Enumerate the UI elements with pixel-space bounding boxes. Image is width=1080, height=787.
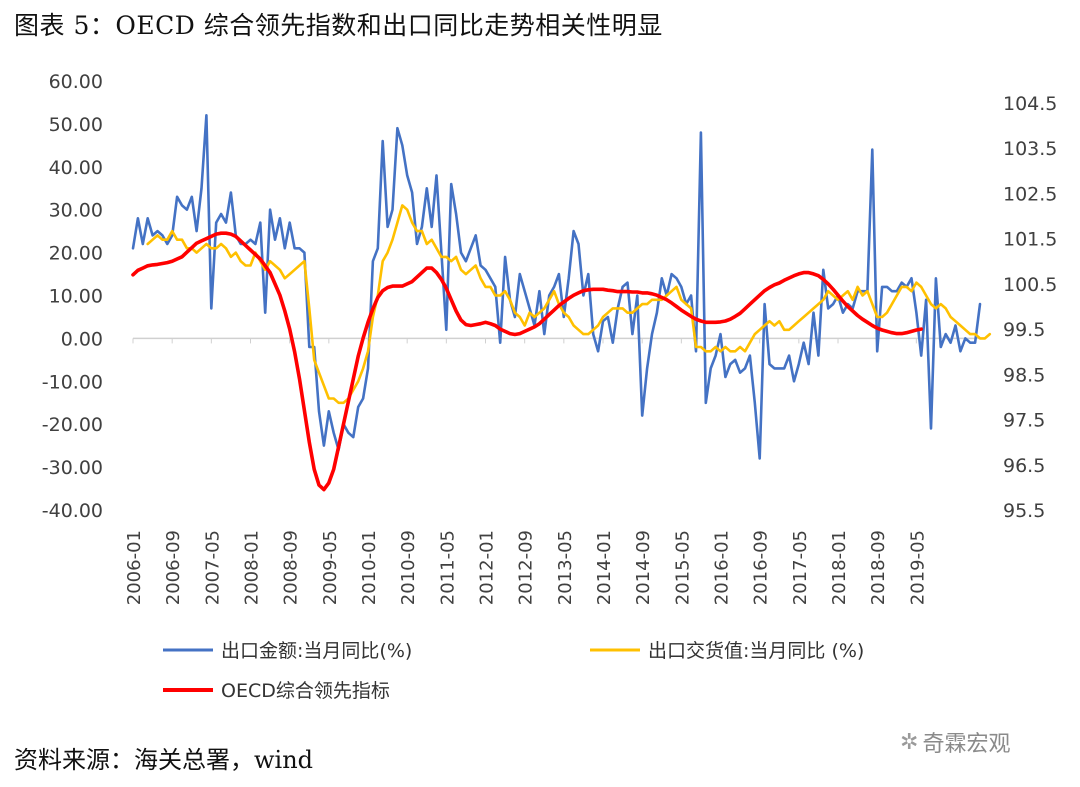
right-axis-ticks: 104.5 103.5 102.5 101.5 100.5 99.5 98.5 97.5 96.… (1003, 93, 1057, 522)
legend-label: 出口交货值:当月同比 (%) (648, 640, 864, 662)
x-axis-tick-label: 2012-01 (477, 530, 498, 605)
right-axis-tick-label: 98.5 (1003, 364, 1045, 386)
legend-label: 出口金额:当月同比(%) (221, 640, 412, 662)
left-axis-tick-label: -20.00 (42, 414, 103, 436)
wechat-icon: ✲ (900, 729, 919, 755)
watermark: ✲ 奇霖宏观 (900, 726, 1010, 758)
x-axis-tick-label: 2008-09 (281, 530, 302, 605)
source-note: 资料来源：海关总署，wind (14, 746, 314, 774)
left-axis-tick-label: 0.00 (61, 328, 103, 350)
x-axis-ticks: 2006-01 2006-09 2007-05 2008-01 2008-09 2009-… (124, 338, 928, 605)
x-axis-tick-label: 2010-01 (359, 530, 380, 605)
right-axis-tick-label: 101.5 (1003, 229, 1057, 251)
left-axis-tick-label: 40.00 (49, 157, 103, 179)
right-axis-tick-label: 100.5 (1003, 274, 1057, 296)
right-axis-tick-label: 97.5 (1003, 410, 1045, 432)
x-axis-tick-label: 2012-09 (516, 530, 537, 605)
x-axis-tick-label: 2006-01 (124, 530, 145, 605)
left-axis-tick-label: 60.00 (49, 71, 103, 93)
x-axis-tick-label: 2016-01 (712, 530, 733, 605)
x-axis-tick-label: 2018-09 (868, 530, 889, 605)
x-axis-tick-label: 2014-09 (633, 530, 654, 605)
x-axis-tick-label: 2019-05 (907, 530, 928, 605)
right-axis-tick-label: 103.5 (1003, 138, 1057, 160)
left-axis-tick-label: 30.00 (49, 200, 103, 222)
right-axis-tick-label: 96.5 (1003, 455, 1045, 477)
right-axis-tick-label: 95.5 (1003, 500, 1045, 522)
series-layer (131, 114, 992, 492)
watermark-text: 奇霖宏观 (922, 732, 1011, 757)
left-axis-ticks: 60.00 50.00 40.00 30.00 20.00 10.00 0.00 -10.00… (42, 71, 103, 522)
x-axis-tick-label: 2010-09 (398, 530, 419, 605)
x-axis-tick-label: 2008-01 (242, 530, 263, 605)
x-axis-tick-label: 2014-01 (594, 530, 615, 605)
x-axis-tick-label: 2007-05 (202, 530, 223, 605)
x-axis-tick-label: 2011-05 (437, 530, 458, 605)
series-line-3 (131, 231, 923, 492)
right-axis-tick-label: 99.5 (1003, 319, 1045, 341)
x-axis-tick-label: 2015-05 (672, 530, 693, 605)
x-axis-tick-label: 2013-05 (555, 530, 576, 605)
x-axis-tick-label: 2006-09 (163, 530, 184, 605)
left-axis-tick-label: 50.00 (49, 114, 103, 136)
x-axis-tick-label: 2018-01 (829, 530, 850, 605)
legend: 出口金额:当月同比(%) 出口交货值:当月同比 (%) OECD综合领先指标 (163, 640, 864, 702)
legend-label: OECD综合领先指标 (221, 680, 390, 702)
left-axis-tick-label: -10.00 (42, 371, 103, 393)
right-axis-tick-label: 104.5 (1003, 93, 1057, 115)
left-axis-tick-label: 10.00 (49, 286, 103, 308)
x-axis-tick-label: 2009-05 (320, 530, 341, 605)
left-axis-tick-label: -40.00 (42, 500, 103, 522)
x-axis-tick-label: 2017-05 (790, 530, 811, 605)
series-line-1 (131, 114, 982, 460)
series-line-2 (146, 204, 992, 405)
x-axis-tick-label: 2016-09 (751, 530, 772, 605)
left-axis-tick-label: -30.00 (42, 457, 103, 479)
left-axis-tick-label: 20.00 (49, 243, 103, 265)
right-axis-tick-label: 102.5 (1003, 183, 1057, 205)
chart-title: 图表 5：OECD 综合领先指数和出口同比走势相关性明显 (14, 11, 663, 40)
